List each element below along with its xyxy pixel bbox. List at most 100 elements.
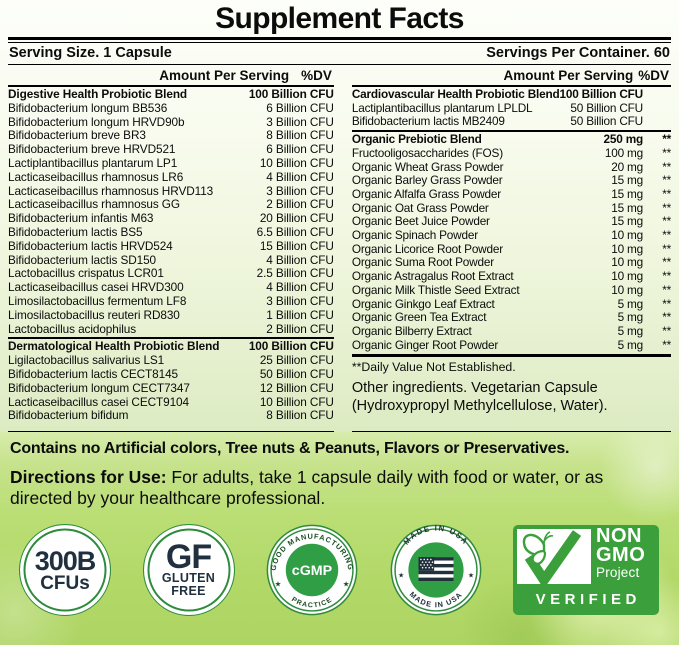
ingredient-amount: 5 mg: [617, 337, 644, 352]
ingredient-amount: 10 mg: [611, 269, 643, 284]
footnote-rule: [351, 354, 671, 358]
ingredient-name: Bifidobacterium infantis M63: [8, 212, 154, 226]
title-rule-thick: [8, 37, 671, 40]
made-in-usa-badge: MADE IN USA MADE IN USA ★ ★: [390, 524, 481, 616]
ingredient-name: Organic Oat Grass Powder: [351, 201, 489, 215]
gluten-free-word2: FREE: [171, 584, 206, 598]
ingredient-row: Lactiplantibacillus plantarum LPLDL 50 B…: [351, 101, 671, 116]
ingredient-amount: 12 Billion CFU: [259, 380, 334, 395]
ingredient-name: Organic Ginkgo Leaf Extract: [351, 297, 495, 311]
servings-per-container: Servings Per Container. 60: [486, 45, 670, 61]
ingredient-row: Lacticaseibacillus casei HRVD300 4 Billi…: [8, 280, 334, 295]
ingredient-amount: 50 Billion CFU: [570, 114, 643, 129]
amount-per-serving-label: Amount Per Serving: [159, 68, 290, 83]
ingredient-amount: 100 Billion CFU: [248, 87, 334, 101]
ingredient-amount: 100 Billion CFU: [248, 339, 334, 354]
certification-badges: 300B CFUs GF GLUTEN FREE GOOD MANUFACTUR…: [10, 524, 669, 616]
dermatological-blend-rows: Dermatological Health Probiotic Blend 10…: [8, 337, 334, 423]
ingredient-amount: 50 Billion CFU: [259, 366, 334, 381]
ingredient-amount: 15 mg: [611, 186, 643, 201]
ingredient-row: Bifidobacterium longum CECT7347 12 Billi…: [8, 380, 334, 396]
us-flag-icon: [418, 557, 453, 582]
ingredient-amount: 5 mg: [617, 323, 644, 338]
nongmo-butterfly-panel: [517, 529, 591, 589]
ingredient-amount: 15 mg: [611, 173, 643, 188]
directions-for-use: Directions for Use: For adults, take 1 c…: [10, 467, 669, 509]
serving-rule: [8, 64, 671, 65]
right-column-header: Amount Per Serving %DV: [351, 67, 671, 87]
ingredient-name: Lacticaseibacillus casei CECT9104: [8, 395, 189, 409]
ingredient-amount: 3 Billion CFU: [266, 293, 334, 308]
allergen-statement: Contains no Artificial colors, Tree nuts…: [10, 440, 570, 457]
ingredient-name: Organic Wheat Grass Powder: [351, 160, 504, 174]
ingredient-name: Organic Beet Juice Powder: [351, 215, 490, 229]
ingredient-row: Bifidobacterium longum HRVD90b 3 Billion…: [8, 115, 334, 130]
ingredient-name: Digestive Health Probiotic Blend: [8, 88, 188, 101]
ingredient-row: Lactobacillus crispatus LCR01 2.5 Billio…: [8, 267, 334, 281]
star-icon: ★: [343, 580, 350, 589]
nongmo-verified-text: VERIFIED: [535, 591, 641, 608]
ingredient-row: Organic Licorice Root Powder 10 mg **: [352, 241, 671, 257]
ingredient-amount: 10 mg: [611, 228, 643, 243]
ingredient-amount: 10 Billion CFU: [259, 155, 334, 170]
page-title: Supplement Facts: [215, 2, 464, 35]
ingredient-dv: **: [662, 214, 671, 229]
ingredient-name: Bifidobacterium longum HRVD90b: [8, 115, 185, 129]
ingredient-name: Lacticaseibacillus rhamnosus HRVD113: [8, 184, 214, 198]
ingredient-dv: **: [662, 282, 671, 297]
ingredient-name: Bifidobacterium lactis SD150: [8, 253, 157, 267]
ingredient-name: Lactiplantibacillus plantarum LPLDL: [351, 101, 533, 115]
gluten-free-initials: GF: [165, 537, 212, 576]
ingredient-row: Lactobacillus acidophilus 2 Billion CFU: [8, 322, 334, 337]
ingredient-name: Limosilactobacillus reuteri RD830: [8, 308, 180, 322]
ingredient-row: Dermatological Health Probiotic Blend 10…: [8, 340, 334, 354]
ingredient-row: Bifidobacterium lactis HRVD524 15 Billio…: [8, 238, 334, 254]
ingredient-name: Limosilactobacillus fermentum LF8: [8, 294, 187, 308]
butterfly-checkmark-icon: [522, 530, 582, 589]
ingredient-name: Organic Prebiotic Blend: [351, 133, 482, 147]
facts-columns: Amount Per Serving %DV Digestive Health P…: [8, 67, 671, 433]
ingredient-amount: 15 mg: [611, 200, 643, 215]
ingredient-name: Dermatological Health Probiotic Blend: [8, 340, 220, 354]
ingredient-amount: 15 Billion CFU: [259, 238, 334, 253]
ingredient-row: Organic Wheat Grass Powder 20 mg **: [351, 160, 671, 175]
serving-size: Serving Size. 1 Capsule: [9, 45, 172, 61]
directions-label: Directions for Use:: [10, 467, 167, 487]
ingredient-name: Organic Alfalfa Grass Powder: [351, 187, 501, 201]
ingredient-amount: 25 Billion CFU: [259, 353, 334, 368]
ingredient-name: Lactobacillus acidophilus: [8, 322, 137, 336]
ingredient-name: Bifidobacterium breve HRVD521: [8, 143, 176, 157]
ingredient-row: Organic Ginkgo Leaf Extract 5 mg **: [351, 297, 671, 312]
ingredient-amount: 15 mg: [611, 214, 643, 229]
ingredient-dv: **: [662, 310, 671, 325]
ingredient-name: Organic Green Tea Extract: [351, 311, 487, 325]
ingredient-row: Bifidobacterium lactis SD150 4 Billion C…: [8, 253, 334, 268]
ingredient-name: Lactiplantibacillus plantarum LP1: [8, 156, 178, 170]
ingredient-dv: **: [662, 269, 671, 284]
ingredient-row: Bifidobacterium bifidum 8 Billion CFU: [8, 409, 334, 423]
cgmp-center-text: cGMP: [292, 563, 333, 579]
ingredient-name: Cardiovascular Health Probiotic Blend: [351, 88, 560, 101]
ingredient-row: Organic Prebiotic Blend 250 mg **: [351, 132, 671, 147]
ingredient-name: Bifidobacterium lactis HRVD524: [8, 239, 173, 253]
non-gmo-verified-badge: NON GMO Project VERIFIED: [513, 525, 659, 615]
cfu-count-badge: 300B CFUs: [19, 524, 111, 616]
ingredient-dv: **: [662, 241, 671, 256]
ingredient-row: Limosilactobacillus fermentum LF8 3 Bill…: [8, 293, 334, 309]
ingredient-row: Lacticaseibacillus casei CECT9104 10 Bil…: [8, 395, 334, 410]
supplement-facts-panel: Supplement Facts Serving Size. 1 Capsule…: [0, 0, 679, 433]
ingredient-row: Organic Oat Grass Powder 15 mg **: [351, 200, 671, 216]
ingredient-row: Bifidobacterium infantis M63 20 Billion …: [8, 211, 334, 226]
dv-label: %DV: [638, 68, 669, 83]
ingredient-row: Bifidobacterium lactis CECT8145 50 Billi…: [8, 366, 334, 382]
ingredient-amount: 8 Billion CFU: [266, 408, 334, 423]
star-icon: ★: [397, 571, 403, 579]
ingredient-row: Ligilactobacillus salivarius LS1 25 Bill…: [8, 353, 334, 368]
ingredient-dv: **: [662, 200, 671, 215]
cfu-count-unit: CFUs: [40, 572, 90, 594]
ingredient-row: Organic Bilberry Extract 5 mg **: [352, 323, 671, 339]
ingredient-amount: 10 mg: [611, 282, 643, 297]
ingredient-name: Ligilactobacillus salivarius LS1: [8, 354, 165, 368]
ingredient-amount: 4 Billion CFU: [266, 169, 334, 184]
